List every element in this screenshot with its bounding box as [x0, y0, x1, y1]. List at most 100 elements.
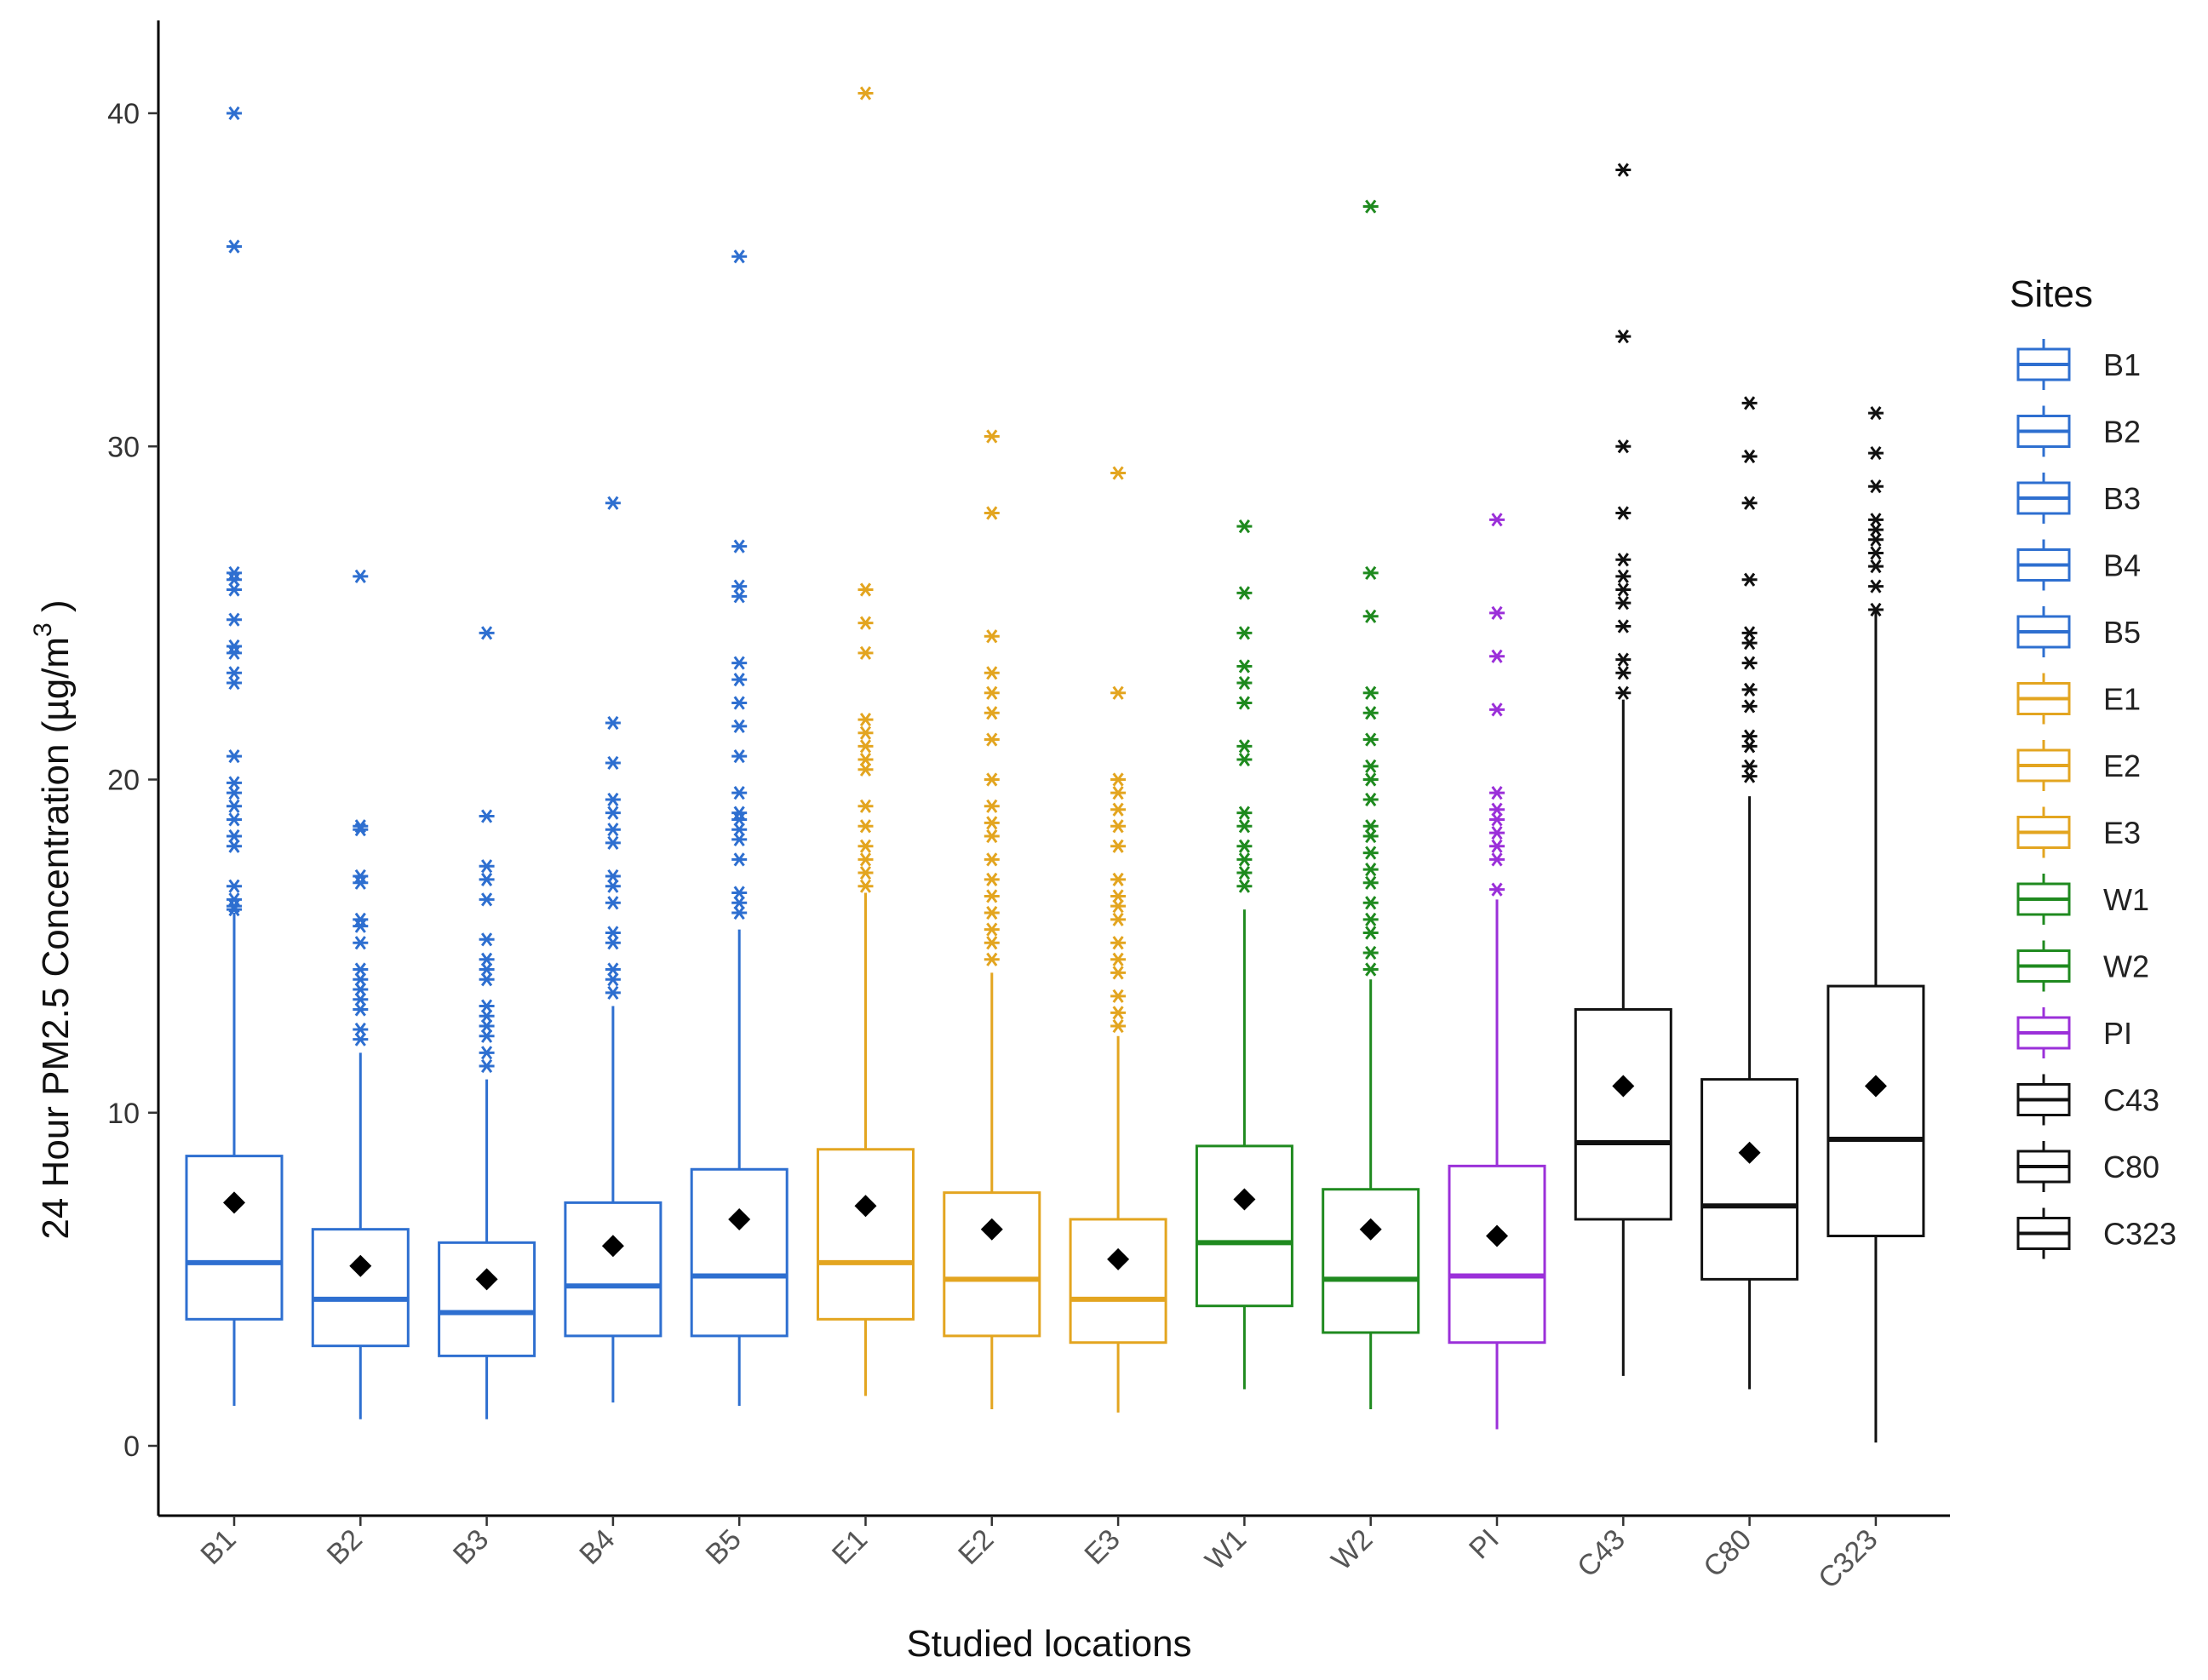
- legend-label: B3: [2103, 481, 2141, 516]
- outlier-point: [353, 962, 369, 977]
- outlier-point: [227, 749, 242, 764]
- outlier-point: [1110, 1018, 1127, 1034]
- outlier-point: [1110, 936, 1127, 950]
- outlier-point: [731, 823, 748, 837]
- mean-marker: [349, 1254, 372, 1277]
- outlier-point: [227, 645, 242, 660]
- outlier-point: [984, 685, 1000, 700]
- outlier-point: [1110, 786, 1127, 800]
- outlier-point: [1741, 759, 1758, 773]
- legend-label: C323: [2103, 1217, 2176, 1252]
- outlier-point: [1867, 579, 1884, 593]
- legend-item-c43: C43: [2016, 1074, 2159, 1126]
- box-iqr: [564, 1201, 662, 1338]
- outlier-point: [227, 106, 242, 121]
- outlier-point: [731, 896, 748, 910]
- box-group-c43: [1574, 163, 1672, 1376]
- box-iqr: [943, 1191, 1041, 1338]
- outlier-point: [1489, 839, 1505, 853]
- outlier-point: [1867, 513, 1884, 527]
- outlier-point: [1110, 912, 1127, 926]
- legend-label: E1: [2103, 682, 2141, 717]
- outlier-point: [984, 952, 1000, 966]
- box-iqr: [311, 1228, 410, 1348]
- outlier-point: [353, 869, 369, 884]
- outlier-point: [1741, 635, 1758, 651]
- legend-label: B5: [2103, 615, 2141, 650]
- outlier-point: [1110, 989, 1127, 1003]
- outlier-point: [1489, 649, 1505, 663]
- outlier-point: [1362, 926, 1379, 940]
- outlier-point: [984, 506, 1000, 520]
- legend-label: B1: [2103, 347, 2141, 382]
- outlier-point: [1362, 565, 1379, 581]
- box-group-b3: [438, 626, 536, 1419]
- mean-marker: [728, 1207, 751, 1230]
- outlier-point: [1867, 602, 1884, 617]
- box-group-w2: [1322, 199, 1420, 1409]
- outlier-point: [227, 812, 242, 827]
- outlier-point: [1741, 699, 1758, 714]
- x-tick-label: W1: [1199, 1523, 1253, 1577]
- outlier-point: [1110, 819, 1127, 834]
- box-iqr: [1827, 984, 1925, 1238]
- mean-marker: [1486, 1224, 1508, 1247]
- outlier-point: [1489, 852, 1505, 867]
- outlier-point: [353, 1022, 369, 1037]
- y-tick-label: 30: [107, 431, 140, 463]
- x-tick-label: E3: [1078, 1523, 1126, 1571]
- outlier-point: [857, 645, 874, 660]
- outlier-point: [479, 1009, 495, 1023]
- outlier-point: [731, 249, 748, 264]
- outlier-point: [479, 626, 495, 640]
- outlier-point: [605, 936, 621, 950]
- outlier-point: [1110, 889, 1127, 903]
- mean-marker: [601, 1235, 624, 1258]
- outlier-point: [353, 1002, 369, 1017]
- outlier-point: [227, 786, 242, 800]
- legend-item-b3: B3: [2016, 473, 2141, 524]
- outlier-point: [479, 872, 495, 886]
- box-iqr: [1195, 1144, 1293, 1308]
- outlier-point: [1867, 479, 1884, 494]
- legend: Sites B1 B2 B3 B4 B5 E1 E2 E3 W1 W2 PI C43 C80 C323: [2010, 273, 2176, 1259]
- legend-title: Sites: [2010, 273, 2093, 315]
- box-group-b5: [690, 249, 789, 1407]
- outlier-point: [857, 762, 874, 777]
- outlier-point: [1741, 739, 1758, 754]
- outlier-point: [605, 879, 621, 893]
- outlier-point: [1362, 819, 1379, 834]
- legend-item-c323: C323: [2016, 1207, 2176, 1259]
- legend-item-w2: W2: [2016, 940, 2149, 992]
- outlier-point: [1362, 896, 1379, 910]
- outlier-point: [1615, 652, 1632, 667]
- outlier-point: [1362, 829, 1379, 844]
- box-iqr: [1448, 1164, 1546, 1345]
- box-group-w1: [1195, 519, 1293, 1390]
- mean-marker: [1612, 1075, 1635, 1098]
- legend-item-b2: B2: [2016, 405, 2141, 457]
- outlier-point: [1362, 846, 1379, 860]
- outlier-point: [479, 1029, 495, 1043]
- outlier-point: [1867, 406, 1884, 421]
- outlier-point: [731, 579, 748, 593]
- outlier-point: [984, 872, 1000, 886]
- outlier-point: [1615, 163, 1632, 177]
- mean-marker: [854, 1195, 877, 1218]
- outlier-point: [227, 639, 242, 654]
- legend-item-e3: E3: [2016, 806, 2141, 858]
- legend-item-c80: C80: [2016, 1141, 2159, 1192]
- outlier-point: [605, 926, 621, 940]
- outlier-point: [1236, 839, 1253, 853]
- outlier-point: [1867, 445, 1884, 461]
- legend-item-w1: W1: [2016, 874, 2149, 925]
- x-tick-label: W2: [1325, 1523, 1379, 1577]
- outlier-point: [857, 582, 874, 597]
- outlier-point: [1236, 659, 1253, 674]
- outlier-point: [1362, 759, 1379, 773]
- outlier-point: [605, 835, 621, 850]
- legend-item-e2: E2: [2016, 740, 2141, 791]
- outlier-point: [1110, 1006, 1127, 1020]
- outlier-point: [984, 732, 1000, 747]
